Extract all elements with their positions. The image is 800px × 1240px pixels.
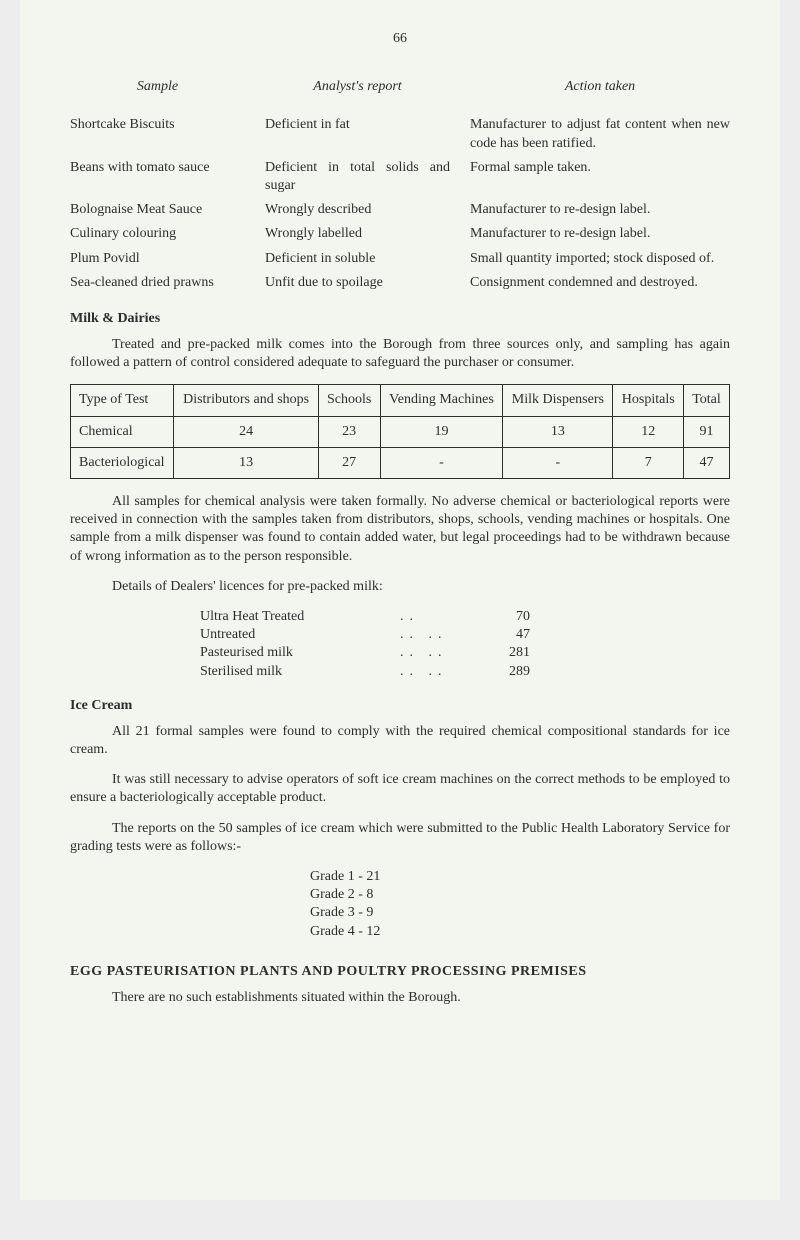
- td: 13: [174, 447, 318, 478]
- th: Milk Dispensers: [503, 385, 613, 416]
- cell-sample: Shortcake Biscuits: [70, 116, 245, 134]
- cell-sample: Sea-cleaned dried prawns: [70, 274, 245, 292]
- td: 12: [613, 416, 684, 447]
- td: -: [503, 447, 613, 478]
- td: 27: [318, 447, 380, 478]
- td: 23: [318, 416, 380, 447]
- page-number: 66: [70, 30, 730, 48]
- table-row: Bolognaise Meat Sauce Wrongly described …: [70, 201, 730, 219]
- list-item: Pasteurised milk .. .. 281: [200, 644, 730, 662]
- cell-action: Manufacturer to re-design label.: [470, 201, 730, 219]
- list-item: Grade 3 - 9: [310, 904, 730, 922]
- th: Vending Machines: [380, 385, 503, 416]
- licence-label: Untreated: [200, 626, 400, 644]
- milk-paragraph: Treated and pre-packed milk comes into t…: [70, 336, 730, 372]
- td: 24: [174, 416, 318, 447]
- licence-value: 70: [480, 608, 530, 626]
- table-row: Chemical 24 23 19 13 12 91: [71, 416, 730, 447]
- cell-sample: Culinary colouring: [70, 225, 245, 243]
- top-table-header: Sample Analyst's report Action taken: [70, 78, 730, 96]
- table-row: Sea-cleaned dried prawns Unfit due to sp…: [70, 274, 730, 292]
- th: Hospitals: [613, 385, 684, 416]
- licence-value: 289: [480, 663, 530, 681]
- table-row: Plum Povidl Deficient in soluble Small q…: [70, 250, 730, 268]
- td: Bacteriologi­cal: [71, 447, 174, 478]
- ice-para-3: The reports on the 50 samples of ice cre…: [70, 820, 730, 856]
- header-analyst: Analyst's report: [265, 78, 450, 96]
- table-row: Bacteriologi­cal 13 27 - - 7 47: [71, 447, 730, 478]
- top-table-body: Shortcake Biscuits Deficient in fat Manu…: [70, 116, 730, 292]
- licence-value: 47: [480, 626, 530, 644]
- td: Chemical: [71, 416, 174, 447]
- licence-intro: Details of Dealers' licences for pre-pac…: [70, 578, 730, 596]
- cell-analyst: Deficient in fat: [265, 116, 450, 134]
- grade-list: Grade 1 - 21 Grade 2 - 8 Grade 3 - 9 Gra…: [70, 868, 730, 941]
- td: 91: [683, 416, 729, 447]
- egg-heading: EGG PASTEURISATION PLANTS AND POULTRY PR…: [70, 963, 730, 981]
- list-item: Sterilised milk .. .. 289: [200, 663, 730, 681]
- analysis-paragraph: All samples for chemical analysis were t…: [70, 493, 730, 566]
- cell-action: Small quantity imported; stock disposed …: [470, 250, 730, 268]
- ice-para-1: All 21 formal samples were found to comp…: [70, 723, 730, 759]
- cell-sample: Bolognaise Meat Sauce: [70, 201, 245, 219]
- cell-action: Formal sample taken.: [470, 159, 730, 177]
- dots: ..: [400, 608, 480, 626]
- th: Total: [683, 385, 729, 416]
- dots: .. ..: [400, 626, 480, 644]
- th: Type of Test: [71, 385, 174, 416]
- table-row: Beans with tomato sauce Deficient in tot…: [70, 159, 730, 195]
- dots: .. ..: [400, 663, 480, 681]
- list-item: Ultra Heat Treated .. 70: [200, 608, 730, 626]
- table-row: Culinary colouring Wrongly labelled Manu…: [70, 225, 730, 243]
- td: -: [380, 447, 503, 478]
- list-item: Grade 2 - 8: [310, 886, 730, 904]
- td: 13: [503, 416, 613, 447]
- licence-value: 281: [480, 644, 530, 662]
- cell-sample: Plum Povidl: [70, 250, 245, 268]
- td: 47: [683, 447, 729, 478]
- list-item: Grade 1 - 21: [310, 868, 730, 886]
- table-row: Shortcake Biscuits Deficient in fat Manu…: [70, 116, 730, 152]
- cell-analyst: Unfit due to spoil­age: [265, 274, 450, 292]
- td: 7: [613, 447, 684, 478]
- cell-analyst: Deficient in soluble: [265, 250, 450, 268]
- dots: .. ..: [400, 644, 480, 662]
- cell-action: Manufacturer to re-design label.: [470, 225, 730, 243]
- table-header-row: Type of Test Distributors and shops Scho…: [71, 385, 730, 416]
- egg-paragraph: There are no such establishments situate…: [70, 989, 730, 1007]
- licence-label: Sterilised milk: [200, 663, 400, 681]
- th: Schools: [318, 385, 380, 416]
- page-container: 66 Sample Analyst's report Action taken …: [20, 0, 780, 1200]
- licence-label: Pasteurised milk: [200, 644, 400, 662]
- td: 19: [380, 416, 503, 447]
- cell-sample: Beans with tomato sauce: [70, 159, 245, 177]
- th: Distributors and shops: [174, 385, 318, 416]
- cell-action: Manufacturer to adjust fat content when …: [470, 116, 730, 152]
- header-action: Action taken: [470, 78, 730, 96]
- licence-label: Ultra Heat Treated: [200, 608, 400, 626]
- milk-heading: Milk & Dairies: [70, 310, 730, 328]
- header-sample: Sample: [70, 78, 245, 96]
- cell-action: Consignment condemned and destroyed.: [470, 274, 730, 292]
- cell-analyst: Wrongly described: [265, 201, 450, 219]
- test-table: Type of Test Distributors and shops Scho…: [70, 384, 730, 479]
- list-item: Untreated .. .. 47: [200, 626, 730, 644]
- cell-analyst: Wrongly labelled: [265, 225, 450, 243]
- licence-list: Ultra Heat Treated .. 70 Untreated .. ..…: [70, 608, 730, 681]
- list-item: Grade 4 - 12: [310, 923, 730, 941]
- ice-para-2: It was still necessary to advise operato…: [70, 771, 730, 807]
- cell-analyst: Deficient in total solids and sugar: [265, 159, 450, 195]
- ice-cream-heading: Ice Cream: [70, 697, 730, 715]
